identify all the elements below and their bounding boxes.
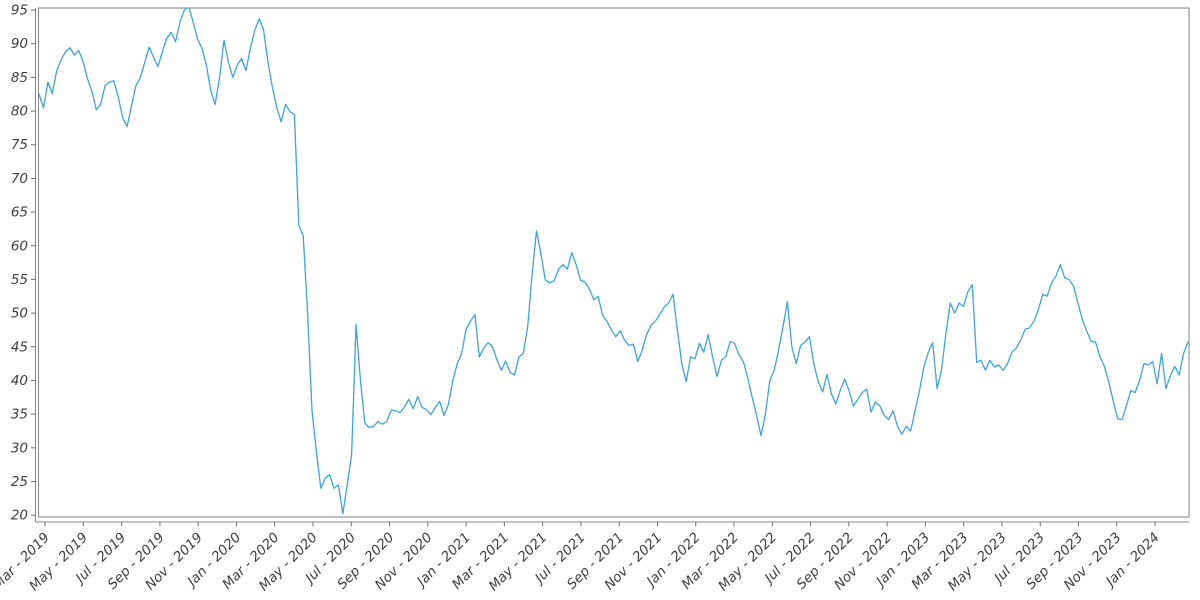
y-tick-label: 75 [11, 137, 28, 153]
y-tick-label: 65 [11, 205, 28, 221]
plot-frame [37, 7, 1190, 518]
y-tick-label: 20 [11, 508, 28, 524]
y-tick-label: 60 [11, 238, 28, 254]
y-tick-label: 45 [11, 339, 28, 355]
y-tick-label: 25 [11, 474, 28, 490]
y-tick-label: 80 [11, 104, 28, 120]
y-tick-label: 90 [11, 36, 28, 52]
y-tick-label: 95 [11, 3, 28, 19]
y-tick-label: 85 [11, 70, 28, 86]
y-tick-label: 40 [11, 373, 28, 389]
y-tick-label: 55 [11, 272, 28, 288]
y-tick-label: 35 [11, 407, 28, 423]
series-line [38, 8, 1189, 515]
y-tick-label: 30 [11, 440, 28, 456]
y-tick-label: 50 [11, 306, 28, 322]
y-tick-label: 70 [11, 171, 28, 187]
